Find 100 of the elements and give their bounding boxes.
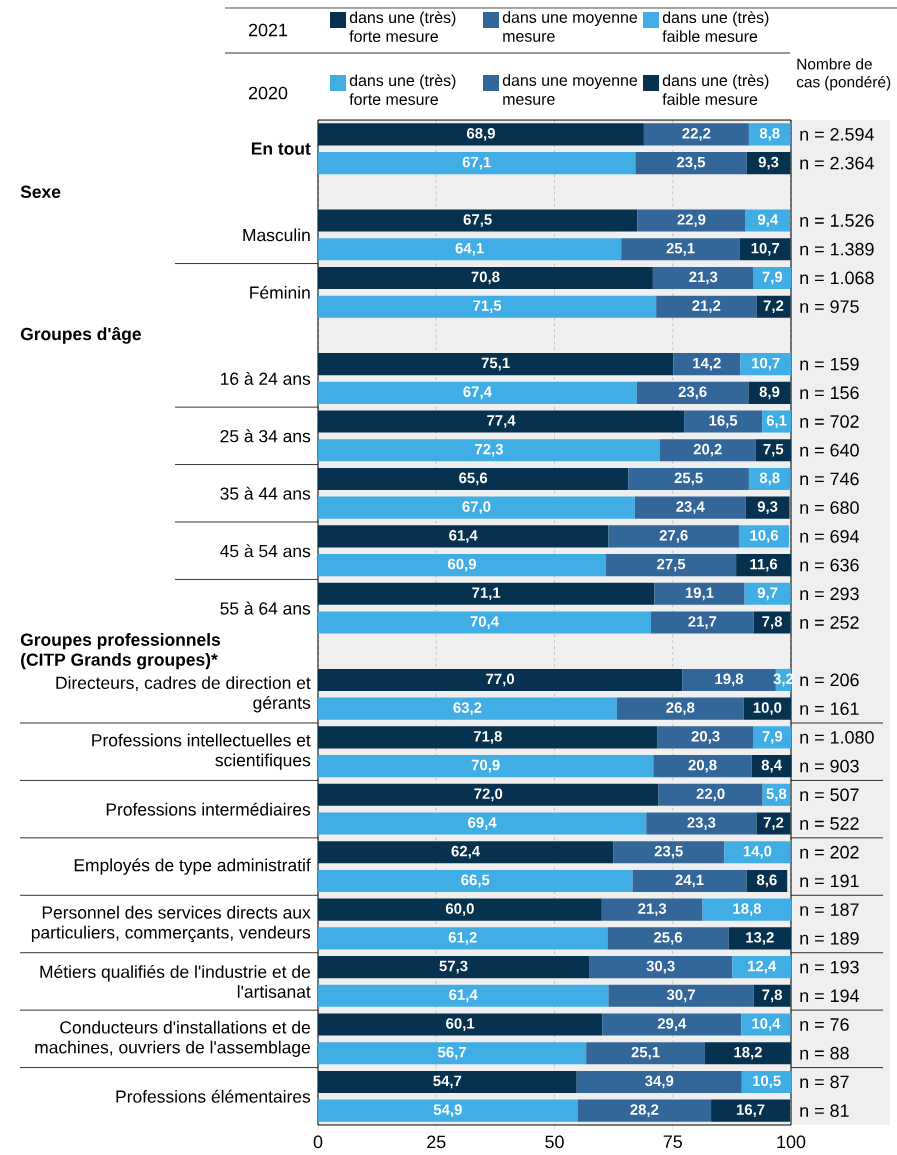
text: n = 522 (800, 817, 859, 830)
bar (318, 467, 629, 491)
bar (318, 238, 622, 261)
text: n = 76 (800, 1018, 849, 1031)
bar (318, 152, 636, 175)
bar (318, 697, 617, 720)
data-label: 72,0 (474, 788, 503, 802)
bar (576, 1070, 742, 1093)
data-label: 30,3 (646, 960, 675, 974)
data-label: 61,2 (448, 932, 477, 945)
bar (636, 381, 749, 404)
bar (318, 755, 654, 778)
bar (746, 152, 791, 175)
text: n = 702 (800, 415, 859, 428)
data-label: 21,2 (692, 300, 721, 314)
bar (728, 927, 791, 950)
bar (628, 467, 749, 491)
data-label: 71,1 (472, 587, 501, 601)
text: n = 1.526 (800, 214, 874, 227)
text: Sexe (20, 185, 61, 198)
data-label: 54,9 (433, 1104, 462, 1118)
data-label: 61,4 (449, 530, 478, 543)
text: n = 1.389 (800, 242, 874, 256)
data-label: 10,4 (752, 1018, 781, 1031)
legend-label: dans une (très) forte mesure (349, 74, 456, 106)
bar (318, 381, 637, 404)
y-tick-label: 55 à 64 ans (220, 601, 311, 615)
y-tick-label: Conducteurs d'installations et de machines, ouvriers de l'assemblage (35, 1020, 310, 1057)
x-tick-label: 50 (545, 1135, 564, 1149)
bar (745, 496, 790, 519)
data-label: 7,8 (762, 989, 783, 1003)
bar (653, 755, 752, 778)
text: n = 636 (800, 558, 859, 572)
text: n = 159 (800, 357, 859, 371)
legend-label: dans une moyenne mesure (502, 11, 638, 42)
y-tick-label: Masculin (243, 228, 310, 242)
bar (756, 295, 791, 318)
bar (586, 1042, 705, 1065)
text: n = 88 (800, 1046, 849, 1060)
data-label: 62,4 (451, 845, 481, 859)
data-label: 24,1 (675, 874, 704, 888)
y-tick-label: 25 à 34 ans (220, 429, 311, 443)
data-label: 23,5 (654, 845, 683, 859)
data-label: 16,7 (736, 1104, 765, 1118)
data-label: 6,1 (766, 415, 787, 428)
data-label: 8,6 (756, 874, 777, 888)
text: n = 191 (800, 874, 859, 888)
bar (318, 783, 659, 806)
y-tick-label: Professions intellectuelles et scientifiques (92, 733, 311, 770)
bar (635, 152, 747, 175)
data-label: 25,5 (674, 472, 703, 486)
data-label: 54,7 (433, 1075, 462, 1089)
text: n = 680 (800, 501, 859, 514)
data-label: 13,2 (746, 932, 774, 945)
data-label: 69,4 (468, 817, 497, 830)
bar (753, 266, 791, 290)
data-label: 18,2 (734, 1046, 762, 1060)
data-label: 7,5 (763, 443, 784, 457)
bar (577, 1099, 712, 1122)
bar (736, 554, 791, 577)
data-label: 56,7 (438, 1046, 466, 1060)
data-label: 25,1 (666, 242, 695, 256)
data-label: 7,8 (762, 616, 783, 629)
data-label: 9,4 (757, 214, 779, 227)
data-label: 57,3 (439, 960, 468, 974)
bar (318, 353, 674, 376)
bar (702, 898, 792, 921)
bar (621, 238, 740, 261)
data-label: 65,6 (459, 472, 488, 486)
bar (684, 410, 763, 433)
bar (318, 1042, 587, 1065)
y-tick-label: Employés de type administratif (74, 858, 311, 875)
data-label: 10,7 (752, 357, 780, 371)
data-label: 20,3 (691, 731, 720, 744)
bar (318, 1070, 577, 1093)
bar (753, 984, 791, 1007)
text: n = 202 (800, 845, 859, 859)
bar (762, 410, 791, 433)
data-label: 11,6 (750, 558, 778, 572)
data-label: 23,6 (678, 386, 707, 400)
y-tick-label: Professions élémentaires (116, 1089, 311, 1103)
data-label: 14,0 (743, 845, 772, 859)
data-label: 72,3 (475, 443, 503, 457)
bar (318, 123, 644, 146)
data-label: 8,8 (759, 128, 780, 141)
data-label: 9,3 (758, 156, 779, 170)
bar (616, 697, 744, 720)
text: n = 161 (800, 702, 859, 715)
bar (724, 841, 791, 864)
y-tick-label: En tout (251, 142, 311, 155)
text: n = 87 (800, 1075, 849, 1089)
data-label: 19,8 (715, 673, 744, 687)
text: n = 187 (800, 903, 859, 916)
bar (318, 554, 607, 577)
data-label: 77,4 (487, 415, 516, 428)
x-tick-label: 75 (663, 1135, 682, 1149)
y-tick-label: Féminin (250, 285, 310, 299)
bar (318, 611, 651, 634)
bar (659, 439, 756, 462)
bar (318, 726, 658, 749)
